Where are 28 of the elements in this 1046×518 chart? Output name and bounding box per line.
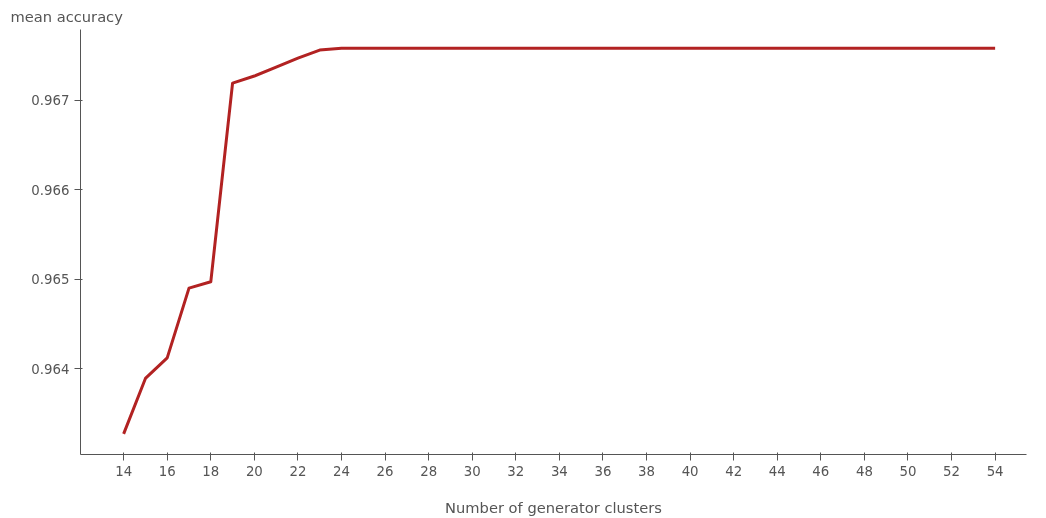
x-tick-label: 16	[158, 463, 176, 479]
x-tick-label: 26	[376, 463, 394, 479]
y-axis-title: mean accuracy	[10, 7, 124, 25]
x-tick-label: 52	[943, 463, 961, 479]
x-tick-label: 50	[899, 463, 917, 479]
x-tick-label: 24	[333, 463, 350, 479]
x-tick-label: 22	[289, 463, 307, 479]
x-axis-title: Number of generator clusters	[445, 498, 662, 516]
y-tick-label: 0.967	[31, 93, 70, 109]
x-tick-label: 54	[986, 463, 1004, 479]
y-tick-label: 0.965	[31, 272, 70, 288]
y-tick-label: 0.964	[31, 361, 70, 377]
x-tick-label: 38	[638, 463, 656, 479]
x-tick-label: 28	[420, 463, 438, 479]
x-tick-label: 20	[245, 463, 263, 479]
x-tick-label: 32	[507, 463, 525, 479]
x-tick-label: 46	[812, 463, 830, 479]
line-series	[122, 46, 997, 436]
x-tick-label: 40	[681, 463, 699, 479]
y-tick-label: 0.966	[31, 182, 70, 198]
x-tick-label: 34	[550, 463, 568, 479]
x-tick-label: 18	[202, 463, 220, 479]
x-tick-label: 30	[463, 463, 481, 479]
x-tick-label: 48	[855, 463, 873, 479]
x-tick-label: 42	[725, 463, 743, 479]
x-tick-label: 44	[768, 463, 786, 479]
x-tick-label: 14	[115, 463, 133, 479]
x-tick-label: 36	[594, 463, 612, 479]
